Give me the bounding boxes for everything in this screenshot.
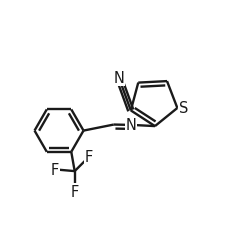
Text: S: S <box>179 101 188 116</box>
Text: F: F <box>85 150 93 165</box>
Text: N: N <box>113 71 124 86</box>
Text: N: N <box>126 118 136 132</box>
Text: F: F <box>71 184 79 199</box>
Text: F: F <box>50 162 59 177</box>
